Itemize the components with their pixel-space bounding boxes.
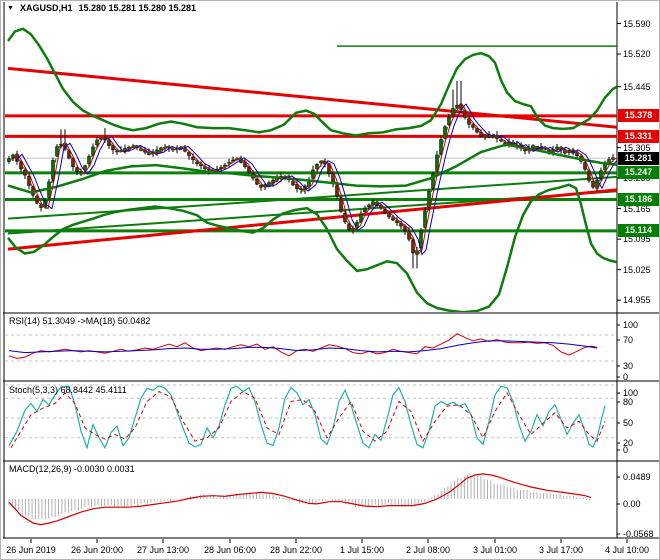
candle-body: [439, 139, 443, 155]
trendline: [7, 188, 617, 251]
macd-panel: [8, 475, 591, 520]
rsi-series: [8, 333, 598, 359]
candle-body: [451, 108, 455, 117]
candle-body: [339, 198, 343, 212]
candle-body: [43, 200, 47, 208]
candle-body: [591, 180, 595, 188]
candle-body: [247, 166, 251, 173]
band-lower: [7, 183, 617, 312]
candle-body: [347, 224, 351, 231]
candle-body: [51, 160, 55, 180]
candle-body: [11, 154, 15, 158]
chart-title: ▼ XAGUSD,H1 15.280 15.281 15.280 15.281: [7, 3, 196, 13]
candle-body: [35, 195, 39, 204]
band-middle: [7, 143, 617, 194]
channel-line: [7, 175, 617, 220]
candle-body: [479, 132, 483, 137]
rsi-series: [8, 340, 598, 354]
candle-body: [423, 210, 427, 228]
chart-title-quotes: 15.280 15.281 15.280 15.281: [78, 3, 197, 13]
candle-body: [359, 213, 363, 222]
ma-blue: [15, 103, 617, 256]
stoch-series: [10, 390, 606, 448]
trendline: [7, 66, 617, 129]
candle-body: [447, 117, 451, 126]
time-axis[interactable]: [2, 539, 659, 559]
candle-body: [111, 145, 115, 151]
candle-body: [107, 140, 111, 146]
candle-body: [443, 126, 447, 139]
candle-body: [219, 167, 223, 169]
candle-body: [531, 145, 535, 148]
candle-body: [191, 156, 195, 160]
price-axis[interactable]: [618, 2, 659, 538]
candle-body: [27, 176, 31, 186]
candle-body: [59, 143, 63, 146]
candle-body: [399, 223, 403, 227]
candle-body: [427, 191, 431, 208]
candle-body: [431, 173, 435, 189]
chart-menu-icon[interactable]: ▼: [7, 4, 14, 12]
candle-body: [383, 209, 387, 214]
ma-green-dash: [9, 103, 616, 256]
candle-body: [91, 146, 95, 155]
candle-body: [55, 146, 59, 157]
stoch-series: [8, 385, 606, 450]
candle-body: [335, 185, 339, 197]
candle-body: [463, 110, 467, 118]
macd-signal: [8, 473, 592, 526]
chart-title-symbol: XAGUSD,H1: [19, 3, 73, 13]
candle-body: [71, 158, 75, 167]
candle-body: [407, 231, 411, 240]
band-upper: [6, 27, 617, 137]
candle-body: [475, 128, 479, 133]
candle-body: [583, 162, 587, 170]
candle-body: [231, 159, 235, 162]
candle-body: [455, 104, 459, 108]
candle-body: [411, 240, 415, 254]
candle-body: [367, 204, 371, 208]
